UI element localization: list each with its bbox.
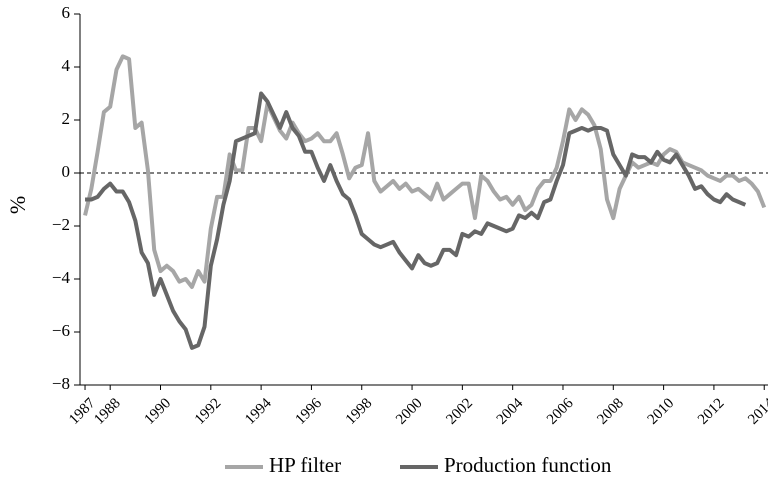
x-tick-label: 1987: [66, 395, 99, 428]
y-tick-label: −4: [52, 268, 71, 287]
x-tick-label: 2010: [645, 395, 678, 428]
legend-label: Production function: [444, 453, 612, 477]
x-tick-label: 1990: [142, 395, 175, 428]
x-tick-label: 2002: [443, 395, 476, 428]
y-tick-label: −2: [52, 215, 70, 234]
series-line: [85, 91, 747, 350]
y-tick-label: −8: [52, 374, 70, 393]
y-axis-label: %: [5, 196, 30, 214]
x-tick-label: 1996: [293, 395, 326, 428]
x-tick-label: 2006: [544, 395, 577, 428]
y-tick-label: 4: [62, 56, 71, 75]
x-tick-label: 2000: [393, 395, 426, 428]
x-tick-label: 1992: [192, 395, 225, 428]
y-tick-label: 0: [62, 162, 71, 181]
y-tick-label: 2: [62, 109, 71, 128]
y-tick-label: 6: [62, 3, 71, 22]
x-tick-label: 2008: [594, 395, 627, 428]
y-tick-label: −6: [52, 321, 70, 340]
x-tick-label: 1994: [242, 395, 275, 428]
x-tick-label: 1998: [343, 395, 376, 428]
x-tick-label: 2012: [695, 395, 728, 428]
series-line: [83, 54, 767, 289]
x-tick-label: 1988: [91, 395, 124, 428]
x-tick-label: 2004: [494, 395, 527, 428]
legend-label: HP filter: [269, 453, 341, 477]
x-tick-label: 2014: [745, 395, 768, 428]
